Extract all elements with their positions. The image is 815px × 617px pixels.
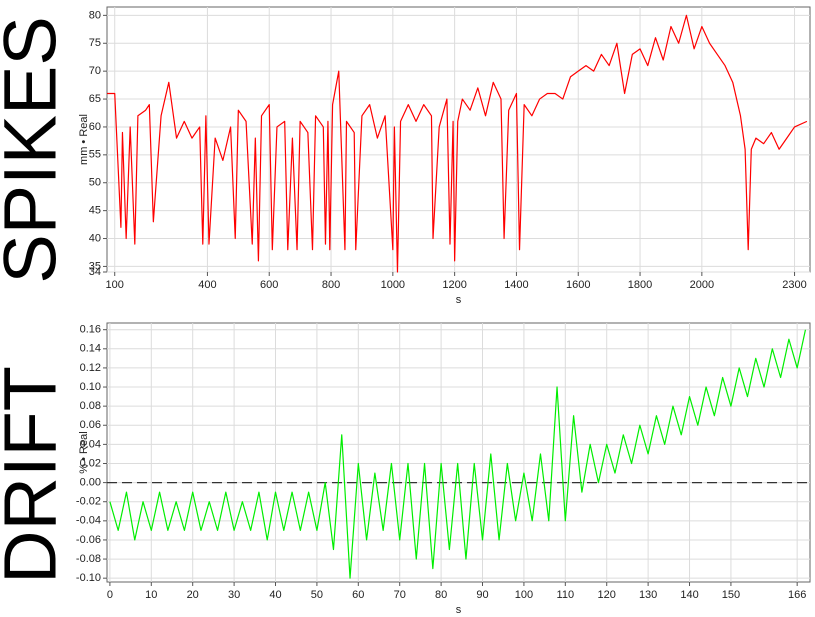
y-tick-label: 0.06	[80, 419, 101, 431]
x-tick-label: 140	[680, 589, 698, 601]
x-tick-label: 20	[187, 589, 199, 601]
x-tick-label: 70	[394, 589, 406, 601]
y-tick-label: 0.16	[80, 324, 101, 336]
x-tick-label: 0	[107, 589, 113, 601]
y-tick-label: -0.10	[76, 572, 101, 584]
y-tick-label: 34	[89, 266, 101, 278]
x-tick-label: 1200	[442, 279, 466, 291]
x-tick-label: 10	[145, 589, 157, 601]
x-tick-label: 110	[557, 589, 575, 601]
x-tick-label: 130	[639, 589, 657, 601]
x-tick-label: 400	[198, 279, 216, 291]
x-tick-label: 150	[722, 589, 740, 601]
x-tick-label: 1800	[628, 279, 652, 291]
x-tick-label: 120	[598, 589, 616, 601]
x-tick-label: 100	[106, 279, 124, 291]
x-tick-label: 80	[435, 589, 447, 601]
y-tick-label: 60	[89, 121, 101, 133]
y-tick-label: 0.00	[80, 477, 101, 489]
y-tick-label: 0.02	[80, 457, 101, 469]
y-axis-label: mm • Real	[78, 114, 90, 165]
y-tick-label: 40	[89, 232, 101, 244]
y-tick-label: 0.14	[80, 343, 101, 355]
y-tick-label: 55	[89, 149, 101, 161]
x-tick-label: 1000	[381, 279, 405, 291]
y-tick-label: 0.08	[80, 400, 101, 412]
x-tick-label: 60	[352, 589, 364, 601]
x-tick-label: 50	[311, 589, 323, 601]
y-tick-label: 45	[89, 205, 101, 217]
y-tick-label: 0.10	[80, 381, 101, 393]
y-tick-label: 35	[89, 260, 101, 272]
plot-frame	[106, 6, 811, 273]
x-tick-label: 100	[515, 589, 533, 601]
y-tick-label: -0.06	[76, 534, 101, 546]
x-axis-label: s	[456, 294, 462, 306]
data-line	[109, 329, 807, 579]
x-tick-label: 90	[476, 589, 488, 601]
x-axis-label: s	[456, 604, 462, 616]
y-tick-label: -0.08	[76, 553, 101, 565]
side-label: DRIFT	[0, 366, 72, 584]
x-tick-label: 2000	[690, 279, 714, 291]
data-line	[107, 14, 808, 273]
y-tick-label: 80	[89, 9, 101, 21]
y-tick-label: 0.12	[80, 362, 101, 374]
y-tick-label: 70	[89, 65, 101, 77]
y-tick-label: 75	[89, 37, 101, 49]
x-tick-label: 800	[322, 279, 340, 291]
y-axis-label: % • Real	[78, 431, 90, 473]
x-tick-label: 2300	[782, 279, 806, 291]
y-tick-label: 50	[89, 177, 101, 189]
x-tick-label: 40	[269, 589, 281, 601]
y-tick-label: -0.04	[76, 515, 101, 527]
y-tick-label: 0.04	[80, 438, 101, 450]
x-tick-label: 30	[228, 589, 240, 601]
side-label: SPIKES	[0, 16, 72, 283]
x-tick-label: 1400	[504, 279, 528, 291]
x-tick-label: 166	[788, 589, 806, 601]
plot-frame	[106, 322, 811, 583]
y-tick-label: -0.02	[76, 496, 101, 508]
x-tick-label: 600	[260, 279, 278, 291]
x-tick-label: 1600	[566, 279, 590, 291]
y-tick-label: 65	[89, 93, 101, 105]
